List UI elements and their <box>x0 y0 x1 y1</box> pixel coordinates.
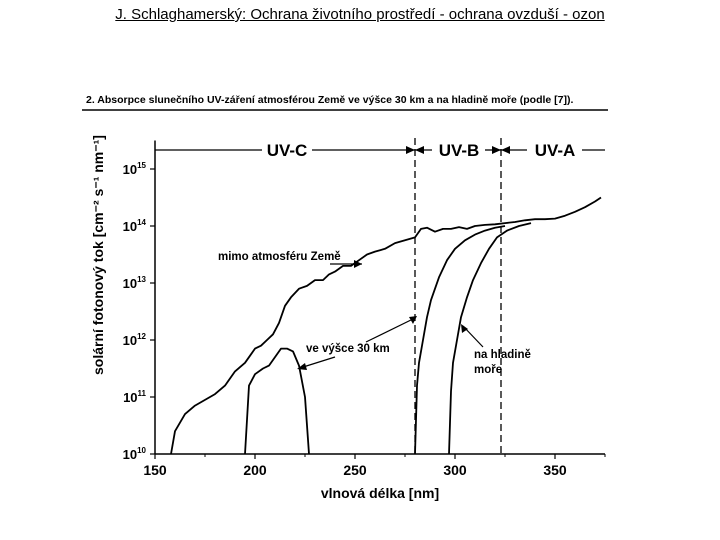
y-tick-label: 1014 <box>123 218 147 234</box>
series-30km-low <box>244 347 310 455</box>
series-sea-level <box>448 222 532 455</box>
y-tick-label: 1015 <box>123 161 147 177</box>
annotation-text-line2: moře <box>474 364 502 376</box>
chart-title: 2. Absorpce slunečního UV-záření atmosfé… <box>86 94 574 106</box>
band-label: UV-B <box>439 141 480 160</box>
x-tick-label: 150 <box>143 462 167 478</box>
annotation-sea-level: na hladině moře <box>461 324 531 376</box>
y-axis-label: solární fotonový tok [cm⁻² s⁻¹ nm⁻¹] <box>90 135 106 375</box>
series-outside-atmosphere <box>170 196 602 455</box>
x-tick-label: 300 <box>443 462 467 478</box>
annotation-text: na hladině <box>474 349 531 361</box>
x-tick-label: 250 <box>343 462 367 478</box>
annotation-arrowhead <box>409 316 417 324</box>
y-tick-label: 1012 <box>123 332 147 348</box>
annotation-arrowhead <box>354 260 362 268</box>
axes: 150 200 250 300 350 1010 1011 1012 1013 1014 1015 <box>123 140 606 478</box>
uv-bands: UV-C UV-B UV-A <box>155 138 605 454</box>
x-axis-label: vlnová délka [nm] <box>321 485 439 501</box>
series-30km <box>414 225 506 455</box>
x-tick-label: 200 <box>243 462 267 478</box>
annotation-leader <box>365 317 416 343</box>
y-tick-label: 1011 <box>123 389 146 405</box>
band-label: UV-C <box>267 141 308 160</box>
annotation-arrowhead <box>461 324 468 333</box>
annotation-text: ve výšce 30 km <box>306 343 390 355</box>
annotation-outside-atmosphere: mimo atmosféru Země <box>218 251 362 268</box>
series <box>170 196 602 455</box>
y-tick-label: 1013 <box>123 275 147 291</box>
annotation-text: mimo atmosféru Země <box>218 251 341 263</box>
x-tick-label: 350 <box>543 462 567 478</box>
annotation-arrowhead <box>297 363 307 370</box>
band-label: UV-A <box>535 141 576 160</box>
annotation-30km: ve výšce 30 km <box>297 316 417 370</box>
page-header: J. Schlaghamerský: Ochrana životního pro… <box>115 6 605 23</box>
y-tick-label: 1010 <box>123 446 147 462</box>
